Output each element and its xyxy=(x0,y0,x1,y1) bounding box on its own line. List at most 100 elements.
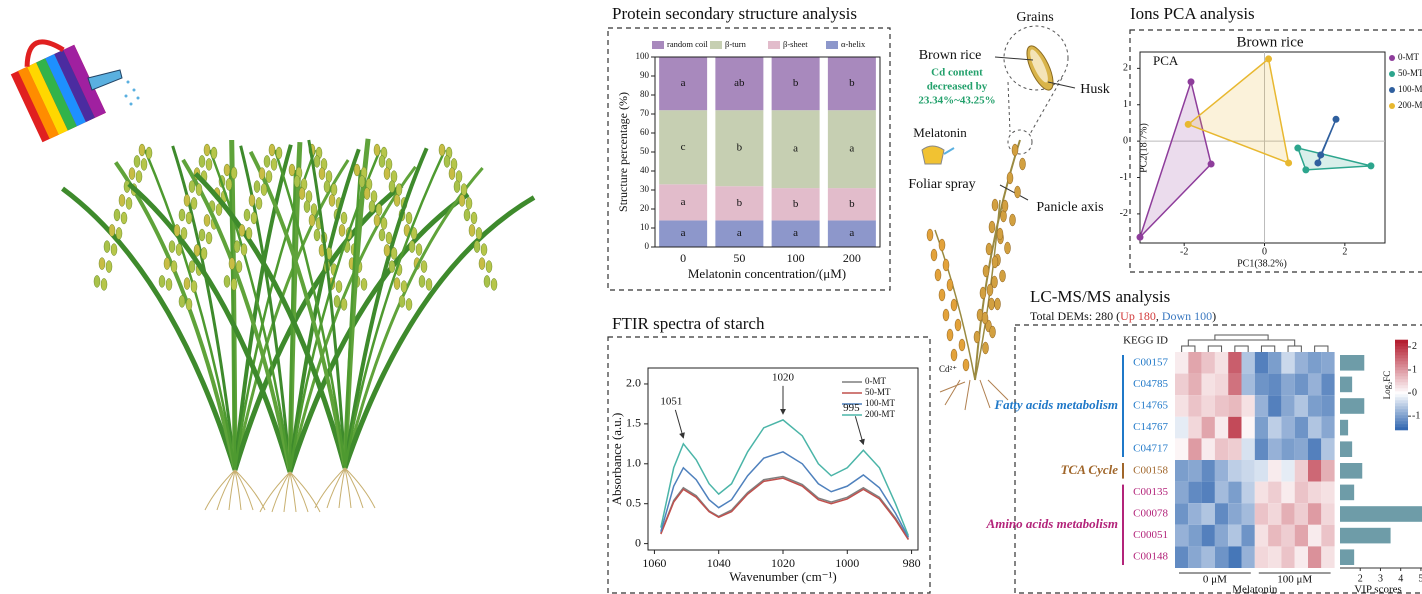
colorbar-step xyxy=(1395,414,1408,419)
grain xyxy=(183,277,191,290)
vip-bar xyxy=(1340,355,1365,371)
grain xyxy=(999,269,1006,283)
vip-bar xyxy=(1340,398,1365,414)
heat-cell xyxy=(1201,395,1215,417)
colorbar-step xyxy=(1395,396,1408,401)
colorbar-step xyxy=(1395,390,1408,395)
heat-cell xyxy=(1281,481,1295,504)
colorbar-step xyxy=(1395,393,1408,398)
heat-cell xyxy=(1228,416,1242,439)
subtitle-part: ) xyxy=(1212,309,1216,323)
colorbar-step xyxy=(1395,369,1408,374)
heat-cell xyxy=(1201,524,1215,547)
grain xyxy=(994,297,1001,311)
line-series xyxy=(660,477,909,541)
dendrogram xyxy=(1260,345,1276,352)
chart-title: LC-MS/MS analysis xyxy=(1030,287,1170,306)
colorbar-label: Log₂FC xyxy=(1382,371,1392,400)
leaf xyxy=(239,145,292,473)
root xyxy=(234,469,266,511)
heat-cell xyxy=(1188,416,1202,439)
heat-cell xyxy=(1175,503,1189,525)
heat-cell xyxy=(1228,481,1242,504)
leaf xyxy=(233,159,350,471)
significance-letter: a xyxy=(849,143,854,155)
heat-cell xyxy=(1201,460,1215,482)
grain xyxy=(991,198,999,212)
grain xyxy=(398,295,406,308)
colorbar-step xyxy=(1395,375,1408,380)
x-tick-label: 980 xyxy=(903,556,921,570)
root xyxy=(289,471,309,513)
heat-cell xyxy=(1175,460,1189,482)
grain xyxy=(996,227,1004,241)
heat-cell xyxy=(1188,352,1202,374)
heat-cell xyxy=(1254,438,1269,460)
grain xyxy=(190,197,198,210)
grain xyxy=(388,260,396,273)
x-tick-label: 100 xyxy=(787,251,805,265)
bar-segment xyxy=(771,220,820,247)
colorbar-step xyxy=(1395,426,1408,431)
grain xyxy=(378,155,386,168)
leaf xyxy=(127,182,293,473)
grain xyxy=(340,298,348,311)
chart-subtitle: Total DEMs: 280 (Up 180, Down 100) xyxy=(1030,309,1216,323)
chart-title: Protein secondary structure analysis xyxy=(612,4,857,23)
colorbar-step xyxy=(1395,342,1408,347)
grain xyxy=(203,214,211,227)
heat-cell xyxy=(1201,373,1215,396)
grain xyxy=(235,260,243,273)
colorbar-tick-label: 1 xyxy=(1412,364,1417,375)
point xyxy=(1184,120,1192,128)
heat-cell xyxy=(1268,481,1282,504)
colorbar-step xyxy=(1395,381,1408,386)
grain xyxy=(405,298,413,311)
grain xyxy=(1009,213,1016,227)
grain xyxy=(233,240,241,253)
grain xyxy=(188,180,196,193)
y-axis-label: PC2(18.7%) xyxy=(1138,123,1149,173)
heat-cell xyxy=(1294,546,1308,568)
grain xyxy=(333,295,341,308)
grain xyxy=(373,143,381,157)
grain xyxy=(979,286,987,300)
grain xyxy=(380,217,388,230)
colorbar-step xyxy=(1395,378,1408,383)
grain xyxy=(188,260,196,273)
grain xyxy=(989,325,996,339)
bar-segment xyxy=(659,110,708,185)
grain xyxy=(483,275,491,288)
root xyxy=(228,469,236,511)
heat-cell xyxy=(1214,352,1229,374)
grain xyxy=(982,264,990,278)
grain xyxy=(453,180,461,193)
panel-frames xyxy=(607,27,1422,594)
point xyxy=(1136,233,1144,241)
grain xyxy=(458,194,466,207)
colorbar-step xyxy=(1395,345,1408,350)
grain xyxy=(198,155,206,168)
significance-letter: a xyxy=(681,227,686,239)
grain xyxy=(265,170,273,183)
grain xyxy=(942,308,950,322)
grain xyxy=(448,167,456,180)
frame xyxy=(1129,29,1422,273)
heat-cell xyxy=(1188,373,1202,396)
vip-bar xyxy=(1340,419,1349,436)
bar-segment xyxy=(827,188,876,221)
row-label: C04717 xyxy=(1133,443,1168,455)
leaf xyxy=(288,148,361,473)
y-tick-label: 1 xyxy=(1123,99,1128,110)
grain xyxy=(125,197,133,210)
grain xyxy=(138,143,146,157)
stem xyxy=(208,149,292,473)
label: Melatonin xyxy=(913,125,967,140)
y-tick-label: -2 xyxy=(1120,208,1128,219)
heat-cell xyxy=(1321,524,1335,547)
subtitle-part: Down 100 xyxy=(1162,309,1212,323)
heat-cell xyxy=(1294,395,1308,417)
row-label: C14765 xyxy=(1133,400,1168,412)
grain xyxy=(225,178,233,191)
colorbar-step xyxy=(1395,411,1408,416)
